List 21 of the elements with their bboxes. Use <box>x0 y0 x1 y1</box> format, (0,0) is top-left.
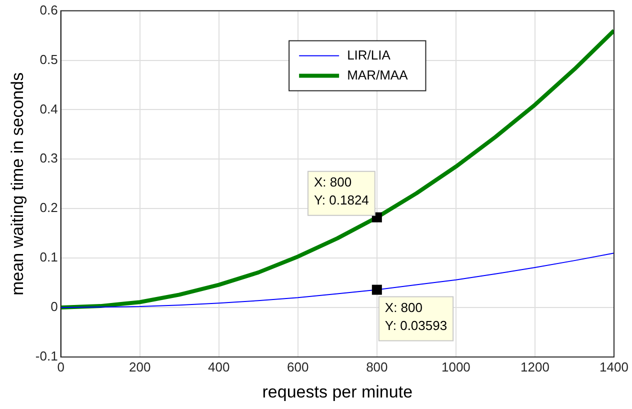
x-tick-label: 800 <box>366 359 388 374</box>
x-tick-label: 400 <box>208 359 230 374</box>
annotation: X: 800 Y: 0.03593 <box>384 300 448 333</box>
y-axis-title: mean waiting time in seconds <box>8 72 27 296</box>
y-tick-label: 0.6 <box>40 2 58 18</box>
y-tick-label: -0.1 <box>35 348 58 364</box>
y-tick-label: 0.2 <box>40 200 58 216</box>
x-axis-title: requests per minute <box>262 382 413 402</box>
y-tick-label: 0.3 <box>40 150 58 166</box>
x-tick-label: 1400 <box>600 359 628 374</box>
legend-label: LIR/LIA <box>347 47 391 62</box>
x-tick-label: 1000 <box>441 359 470 374</box>
y-tick-label: 0.5 <box>40 52 58 67</box>
x-tick-label: 1200 <box>520 359 550 374</box>
y-tick-label: 0 <box>50 299 58 314</box>
annotation: X: 800 Y: 0.1824 <box>314 174 369 208</box>
x-tick-label: 600 <box>287 359 309 374</box>
y-tick-label: 0.4 <box>40 101 58 116</box>
y-tick-label: 0.1 <box>40 250 58 265</box>
legend-label: MAR/MAA <box>347 67 408 82</box>
x-tick-label: 200 <box>128 359 151 374</box>
